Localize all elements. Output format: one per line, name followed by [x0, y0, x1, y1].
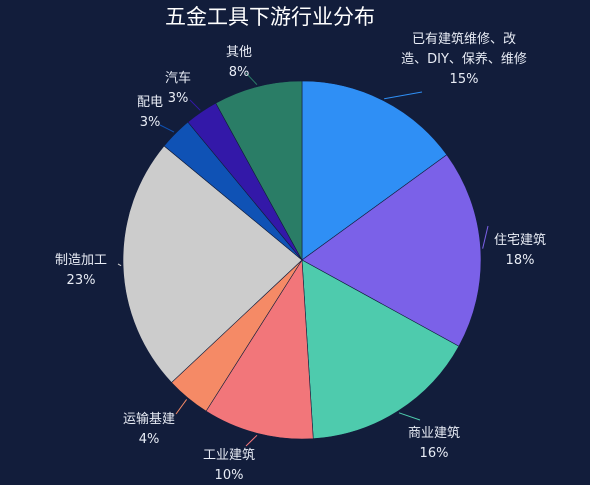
slice-label: 配电 3%	[137, 95, 163, 130]
slice-name: 制造加工	[55, 253, 107, 268]
chart-title: 五金工具下游行业分布	[165, 5, 375, 29]
leader-line	[245, 434, 258, 447]
slice-percent: 18%	[506, 253, 535, 268]
slice-percent: 15%	[450, 72, 479, 87]
slice-name: 已有建筑维修、改	[412, 31, 516, 47]
slice-label: 住宅建筑 18%	[494, 232, 546, 268]
slice-percent: 16%	[420, 446, 449, 461]
leader-line	[398, 412, 421, 421]
slice-name: 住宅建筑	[494, 232, 546, 248]
slice-percent: 10%	[215, 468, 244, 483]
slice-name: 配电	[137, 95, 163, 110]
leader-line	[384, 91, 423, 100]
slice-percent: 4%	[139, 432, 160, 447]
slice-label: 工业建筑 10%	[203, 447, 255, 483]
slice-label: 已有建筑维修、改造、DIY、保养、维修 15%	[401, 31, 527, 87]
pie-slice	[301, 80, 448, 261]
leader-line	[482, 225, 489, 249]
slice-percent: 3%	[140, 115, 161, 130]
slice-percent: 8%	[229, 65, 250, 80]
pie-slice	[301, 259, 460, 439]
slice-label: 制造加工 23%	[55, 253, 107, 288]
slice-name: 运输基建	[123, 411, 175, 427]
slice-name: 其他	[226, 45, 252, 60]
slice-label: 商业建筑 16%	[408, 425, 460, 461]
slice-percent: 23%	[67, 273, 96, 288]
pie-slice	[215, 80, 303, 261]
pie-slice	[301, 154, 482, 347]
slice-name: 汽车	[165, 70, 191, 86]
pie-slice	[205, 259, 314, 440]
slice-name: 造、DIY、保养、维修	[401, 51, 527, 67]
slice-name: 工业建筑	[203, 447, 255, 463]
leader-line	[245, 72, 258, 86]
leader-line	[117, 263, 122, 267]
leader-line	[175, 399, 188, 415]
leader-line	[159, 124, 175, 133]
pie-slice	[122, 145, 303, 383]
leader-line	[189, 99, 201, 111]
slice-percent: 3%	[168, 91, 189, 106]
slice-name: 商业建筑	[408, 425, 460, 441]
slice-label: 汽车 3%	[165, 70, 191, 106]
slice-label: 其他 8%	[226, 45, 252, 80]
slice-label: 运输基建 4%	[123, 411, 175, 447]
